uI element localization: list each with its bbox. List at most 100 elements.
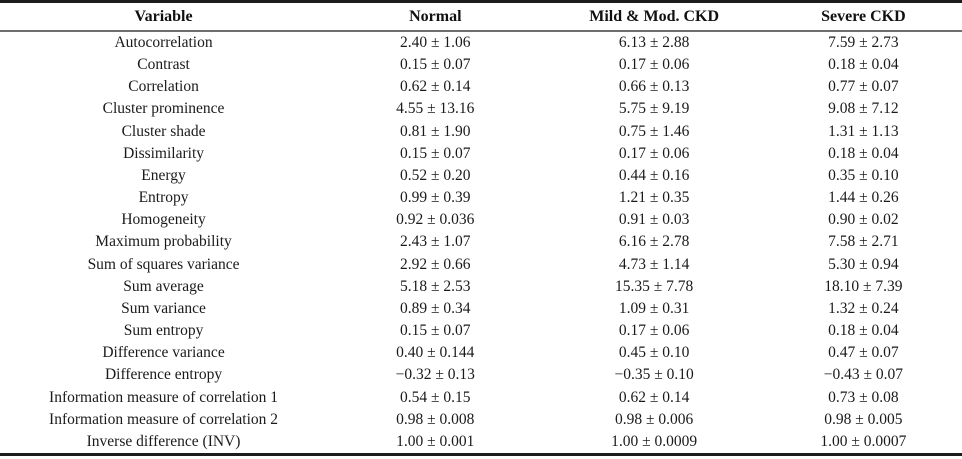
table-row: Difference entropy −0.32 ± 0.13 −0.35 ± 0.… <box>0 364 962 386</box>
cell-severe-ckd: 9.08 ± 7.12 <box>828 100 899 118</box>
cell-normal: 2.92 ± 0.66 <box>400 255 471 273</box>
cell-mild-mod-ckd: 1.21 ± 0.35 <box>618 189 690 207</box>
column-header-normal: Normal <box>327 1 544 32</box>
table-row: Cluster prominence 4.55 ± 13.16 5.75 ± 9.1… <box>0 98 962 120</box>
cell-normal: 0.98 ± 0.008 <box>396 410 475 428</box>
cell-variable: Maximum probability <box>95 233 232 251</box>
table-row: Sum average 5.18 ± 2.53 15.35 ± 7.78 18.10 … <box>0 276 962 298</box>
column-header-severe-ckd: Severe CKD <box>764 1 962 32</box>
table-row: Information measure of correlation 2 0.98… <box>0 409 962 431</box>
cell-variable: Cluster prominence <box>102 100 225 118</box>
table-row: Dissimilarity 0.15 ± 0.07 0.17 ± 0.06 0.18 … <box>0 143 962 165</box>
cell-variable: Sum entropy <box>123 322 204 340</box>
table-row: Information measure of correlation 1 0.54… <box>0 387 962 409</box>
cell-variable: Difference variance <box>102 344 225 362</box>
table-body: Autocorrelation 2.40 ± 1.06 6.13 ± 2.88 7.5… <box>0 31 962 454</box>
cell-mild-mod-ckd: 0.75 ± 1.46 <box>618 122 690 140</box>
cell-severe-ckd: 0.18 ± 0.04 <box>828 56 899 74</box>
table-row: Autocorrelation 2.40 ± 1.06 6.13 ± 2.88 7.5… <box>0 31 962 54</box>
cell-severe-ckd: 0.90 ± 0.02 <box>828 211 899 229</box>
cell-severe-ckd: 0.98 ± 0.005 <box>824 410 903 428</box>
cell-severe-ckd: 0.47 ± 0.07 <box>828 344 899 362</box>
cell-mild-mod-ckd: 6.16 ± 2.78 <box>618 233 690 251</box>
table-row: Maximum probability 2.43 ± 1.07 6.16 ± 2.7… <box>0 231 962 253</box>
cell-mild-mod-ckd: 0.44 ± 0.16 <box>618 166 690 184</box>
cell-severe-ckd: 0.77 ± 0.07 <box>828 78 899 96</box>
cell-severe-ckd: 7.59 ± 2.73 <box>828 34 899 51</box>
table-row: Inverse difference (INV) 1.00 ± 0.001 1.00… <box>0 431 962 455</box>
cell-severe-ckd: 1.00 ± 0.0007 <box>820 432 907 450</box>
cell-variable: Inverse difference (INV) <box>86 432 241 450</box>
cell-normal: 0.54 ± 0.15 <box>400 388 471 406</box>
cell-normal: 0.99 ± 0.39 <box>400 189 471 207</box>
cell-normal: 0.15 ± 0.07 <box>400 144 471 162</box>
cell-normal: 0.15 ± 0.07 <box>400 322 471 340</box>
cell-mild-mod-ckd: 0.45 ± 0.10 <box>618 344 690 362</box>
cell-mild-mod-ckd: 1.09 ± 0.31 <box>618 299 690 317</box>
cell-normal: 2.43 ± 1.07 <box>400 233 471 251</box>
table-row: Energy 0.52 ± 0.20 0.44 ± 0.16 0.35 ± 0.10 <box>0 165 962 187</box>
cell-severe-ckd: 1.32 ± 0.24 <box>828 299 899 317</box>
cell-variable: Entropy <box>138 189 189 207</box>
cell-normal: 0.89 ± 0.34 <box>400 299 471 317</box>
cell-variable: Information measure of correlation 2 <box>49 410 279 428</box>
cell-variable: Cluster shade <box>121 122 206 140</box>
cell-normal: 1.00 ± 0.001 <box>396 432 475 450</box>
table-row: Difference variance 0.40 ± 0.144 0.45 ± 0.… <box>0 342 962 364</box>
table-row: Contrast 0.15 ± 0.07 0.17 ± 0.06 0.18 ± 0.0… <box>0 54 962 76</box>
cell-severe-ckd: 0.18 ± 0.04 <box>828 144 899 162</box>
cell-mild-mod-ckd: 0.91 ± 0.03 <box>618 211 690 229</box>
cell-normal: 4.55 ± 13.16 <box>396 100 475 118</box>
cell-severe-ckd: 1.44 ± 0.26 <box>828 189 899 207</box>
cell-variable: Sum of squares variance <box>87 255 240 273</box>
cell-mild-mod-ckd: 0.66 ± 0.13 <box>618 78 690 96</box>
cell-normal: 0.52 ± 0.20 <box>400 166 471 184</box>
table-row: Sum of squares variance 2.92 ± 0.66 4.73 ±… <box>0 254 962 276</box>
cell-variable: Sum average <box>123 277 204 295</box>
cell-severe-ckd: 0.73 ± 0.08 <box>828 388 899 406</box>
cell-normal: 2.40 ± 1.06 <box>400 34 471 51</box>
cell-mild-mod-ckd: 0.17 ± 0.06 <box>618 56 690 74</box>
table-row: Correlation 0.62 ± 0.14 0.66 ± 0.13 0.77 ± … <box>0 76 962 98</box>
cell-mild-mod-ckd: 1.00 ± 0.0009 <box>611 432 698 450</box>
cell-severe-ckd: 18.10 ± 7.39 <box>824 277 903 295</box>
table-row: Cluster shade 0.81 ± 1.90 0.75 ± 1.46 1.31 … <box>0 121 962 143</box>
cell-variable: Difference entropy <box>104 366 223 384</box>
cell-normal: 0.62 ± 0.14 <box>400 78 471 96</box>
table-row: Entropy 0.99 ± 0.39 1.21 ± 0.35 1.44 ± 0.26 <box>0 187 962 209</box>
cell-variable: Information measure of correlation 1 <box>49 388 279 406</box>
cell-mild-mod-ckd: 5.75 ± 9.19 <box>618 100 690 118</box>
cell-severe-ckd: 5.30 ± 0.94 <box>828 255 899 273</box>
cell-mild-mod-ckd: 6.13 ± 2.88 <box>618 34 690 51</box>
cell-normal: 0.15 ± 0.07 <box>400 56 471 74</box>
table-header: Variable Normal Mild & Mod. CKD Severe C… <box>0 1 962 32</box>
cell-normal: 0.92 ± 0.036 <box>396 211 475 229</box>
cell-variable: Energy <box>141 166 186 184</box>
cell-variable: Correlation <box>128 78 199 96</box>
cell-severe-ckd: 0.18 ± 0.04 <box>828 322 899 340</box>
cell-mild-mod-ckd: 0.98 ± 0.006 <box>615 410 694 428</box>
cell-mild-mod-ckd: 0.62 ± 0.14 <box>618 388 690 406</box>
cell-normal: 0.40 ± 0.144 <box>396 344 475 362</box>
cell-variable: Autocorrelation <box>114 34 213 51</box>
cell-mild-mod-ckd: −0.35 ± 0.10 <box>614 366 694 384</box>
cell-severe-ckd: 1.31 ± 1.13 <box>828 122 899 140</box>
table-header-row: Variable Normal Mild & Mod. CKD Severe C… <box>0 1 962 32</box>
table-row: Homogeneity 0.92 ± 0.036 0.91 ± 0.03 0.90 ±… <box>0 209 962 231</box>
cell-severe-ckd: −0.43 ± 0.07 <box>823 366 903 384</box>
cell-mild-mod-ckd: 0.17 ± 0.06 <box>618 322 690 340</box>
cell-variable: Homogeneity <box>121 211 206 229</box>
cell-severe-ckd: 0.35 ± 0.10 <box>828 166 899 184</box>
cell-mild-mod-ckd: 4.73 ± 1.14 <box>618 255 690 273</box>
table-row: Sum entropy 0.15 ± 0.07 0.17 ± 0.06 0.18 ± … <box>0 320 962 342</box>
cell-normal: −0.32 ± 0.13 <box>395 366 475 384</box>
column-header-variable: Variable <box>0 1 328 32</box>
cell-variable: Sum variance <box>121 299 206 317</box>
cell-variable: Dissimilarity <box>123 144 205 162</box>
cell-mild-mod-ckd: 0.17 ± 0.06 <box>618 144 690 162</box>
cell-normal: 0.81 ± 1.90 <box>400 122 471 140</box>
cell-normal: 5.18 ± 2.53 <box>400 277 471 295</box>
cell-mild-mod-ckd: 15.35 ± 7.78 <box>615 277 694 295</box>
